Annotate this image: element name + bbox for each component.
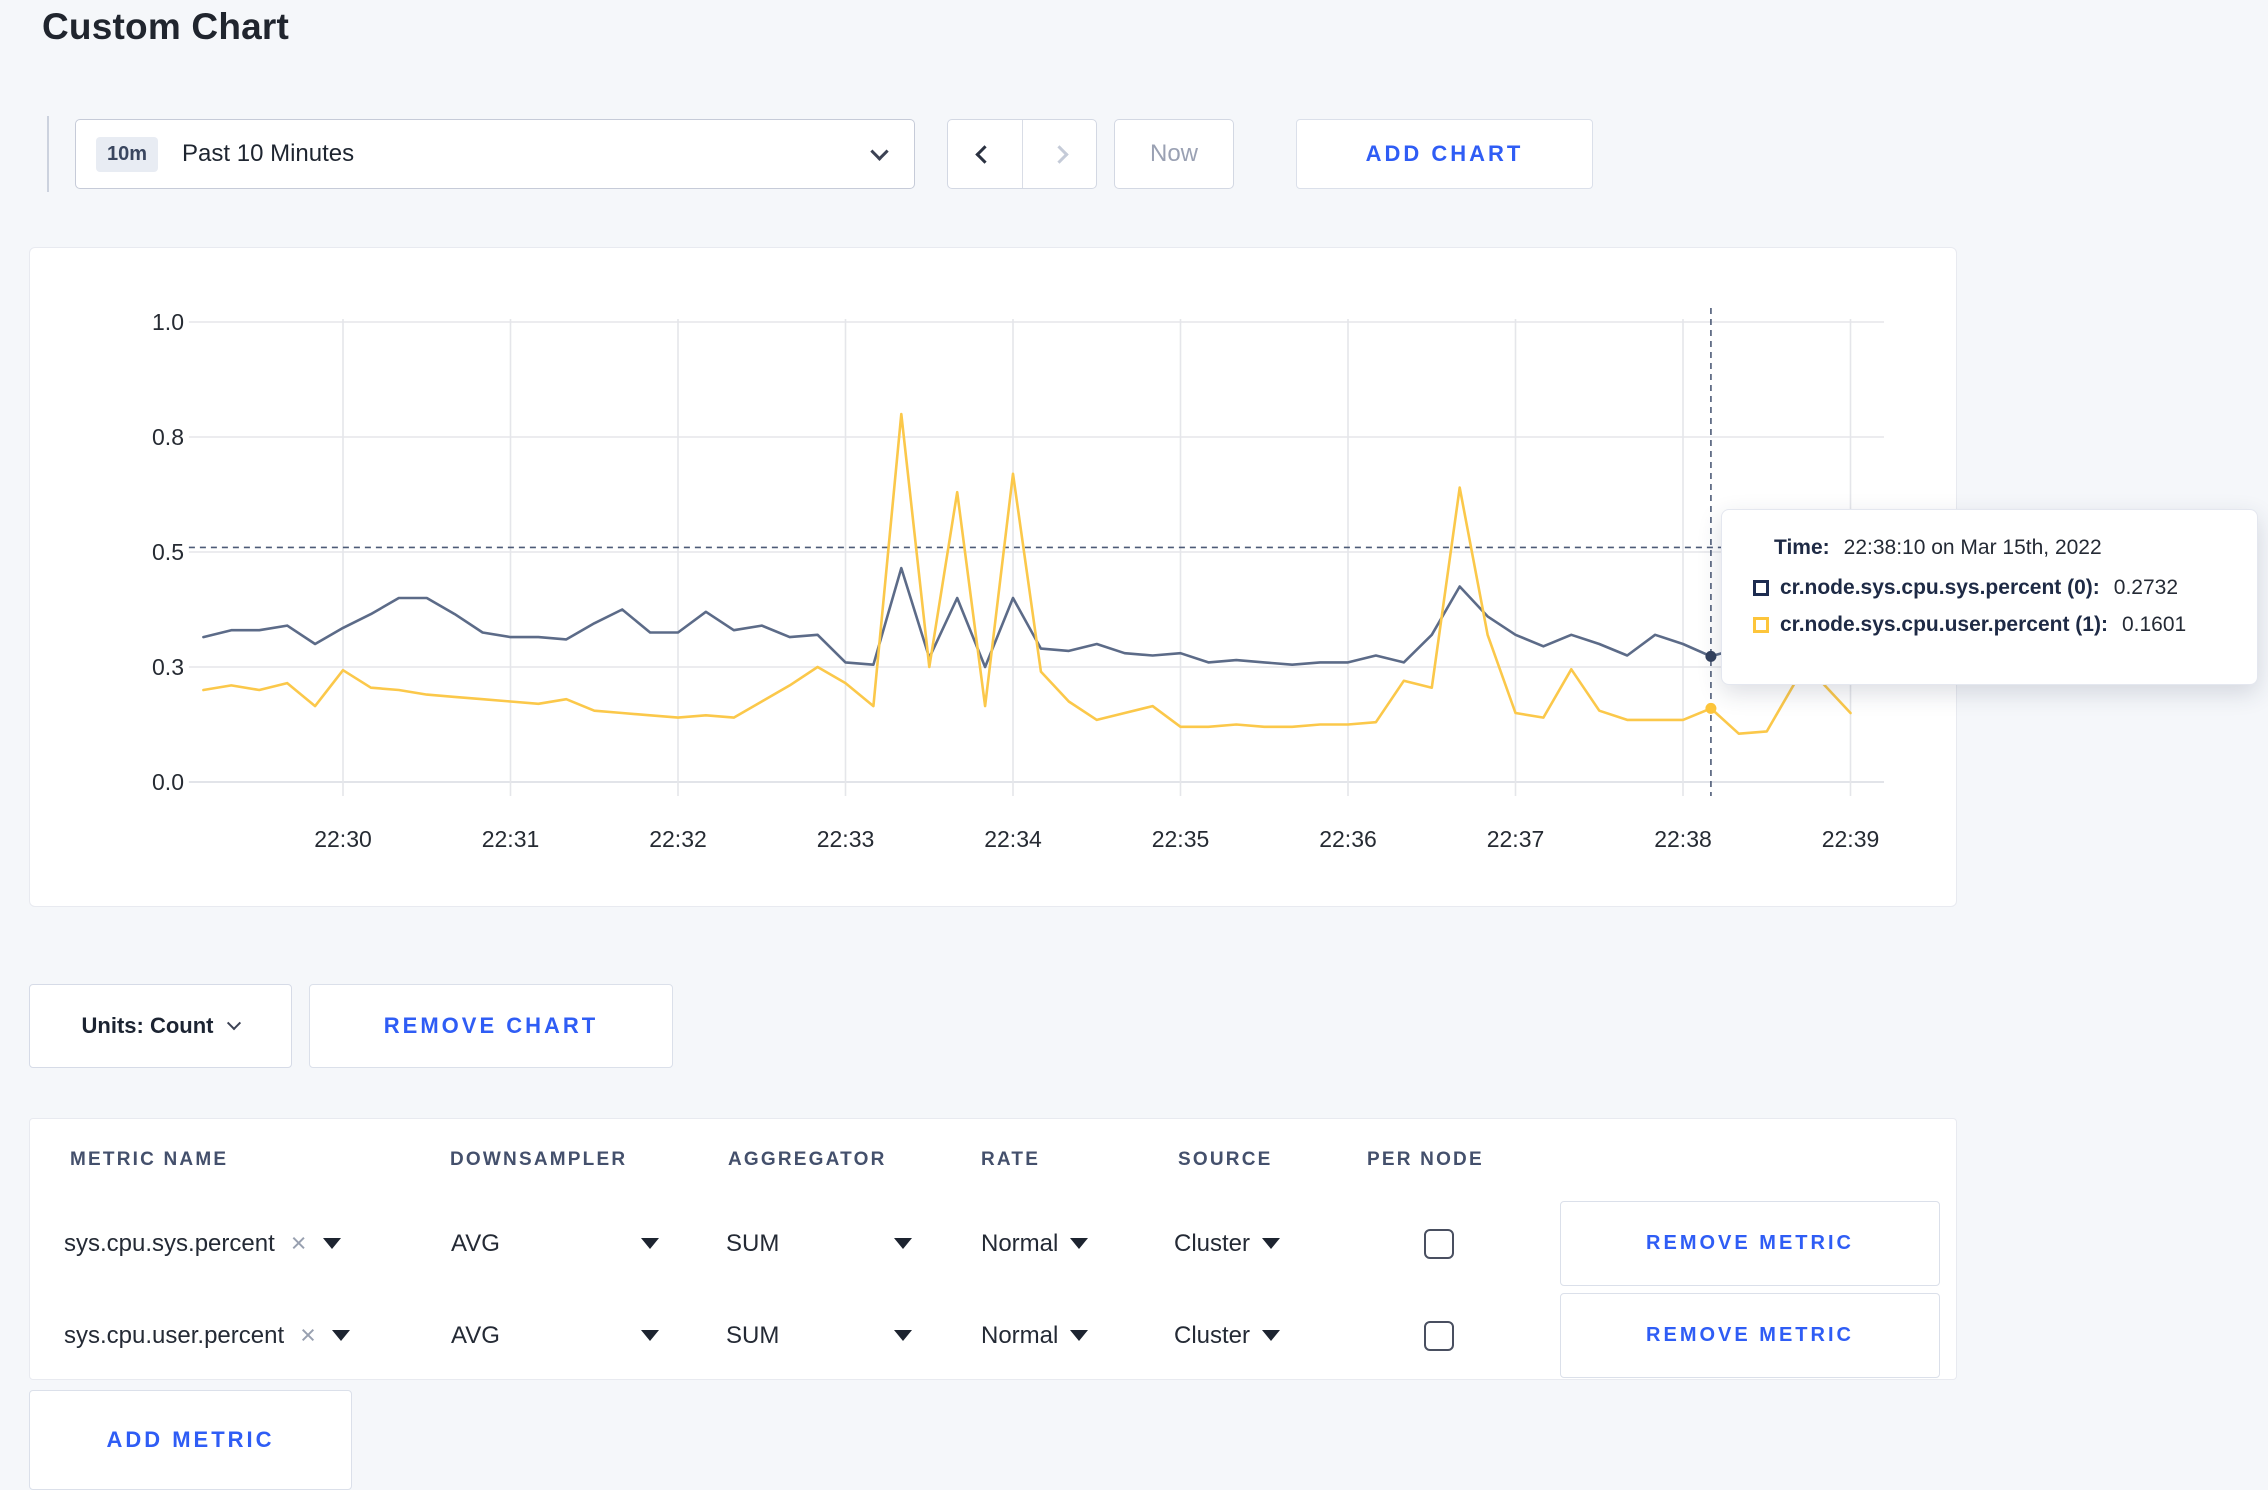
x-axis-tick-label: 22:35 [1152, 826, 1210, 852]
time-nav-group [947, 119, 1097, 189]
source-select[interactable]: Cluster [1174, 1201, 1281, 1286]
tooltip-series-value: 0.1601 [2121, 613, 2187, 636]
caret-down-icon [894, 1238, 912, 1249]
tooltip-series-value: 0.2732 [2113, 576, 2179, 599]
clear-metric-icon[interactable]: × [300, 1320, 316, 1350]
units-select[interactable]: Units: Count [29, 984, 292, 1068]
col-header-metric-name: METRIC NAME [70, 1149, 229, 1170]
per-node-cell [1424, 1201, 1454, 1286]
now-button[interactable]: Now [1114, 119, 1234, 189]
aggregator-select[interactable]: SUM [726, 1201, 912, 1286]
caret-down-icon [1070, 1238, 1089, 1249]
caret-down-icon[interactable] [322, 1238, 341, 1249]
col-header-rate: RATE [981, 1149, 1041, 1170]
crosshair-point [1705, 650, 1717, 662]
downsampler-select[interactable]: AVG [451, 1201, 659, 1286]
metric-name-select[interactable]: sys.cpu.sys.percent × [64, 1201, 341, 1286]
y-axis-tick-label: 0.0 [152, 769, 184, 795]
metric-name-value: sys.cpu.user.percent [64, 1321, 285, 1349]
x-axis-tick-label: 22:37 [1487, 826, 1545, 852]
chart-card: 0.0 0.3 0.5 0.8 1.0 22:30 22:31 22:32 22:33 22:34… [29, 247, 1957, 907]
tooltip-series-name: cr.node.sys.cpu.sys.percent (0): [1780, 576, 2100, 599]
series-line-user-percent [202, 412, 1852, 736]
toolbar-divider [47, 116, 49, 192]
tooltip-series-row: cr.node.sys.cpu.user.percent (1): 0.1601 [1753, 613, 2257, 637]
crosshair-point [1705, 702, 1717, 714]
caret-down-icon [1262, 1330, 1281, 1341]
per-node-checkbox[interactable] [1424, 1228, 1454, 1259]
tooltip-time-label: Time: [1774, 536, 1830, 559]
chevron-down-icon [870, 141, 889, 161]
table-row: sys.cpu.sys.percent × AVG SUM Normal Clu… [30, 1201, 1956, 1286]
x-axis-tick-label: 22:33 [817, 826, 875, 852]
rate-select[interactable]: Normal [981, 1293, 1089, 1378]
time-range-select[interactable]: 10m Past 10 Minutes [75, 119, 915, 189]
series-user-swatch-icon [1753, 617, 1769, 633]
chevron-right-icon [1050, 144, 1069, 164]
chevron-down-icon [227, 1016, 242, 1031]
tooltip-time-row: Time: 22:38:10 on Mar 15th, 2022 [1753, 536, 2257, 560]
prev-range-button[interactable] [948, 120, 1023, 188]
caret-down-icon[interactable] [331, 1330, 350, 1341]
col-header-downsampler: DOWNSAMPLER [450, 1149, 628, 1170]
cpu-chart-svg[interactable]: 0.0 0.3 0.5 0.8 1.0 22:30 22:31 22:32 22:33 22:34… [30, 248, 1958, 908]
table-row: sys.cpu.user.percent × AVG SUM Normal Cl… [30, 1293, 1956, 1378]
x-axis-tick-label: 22:39 [1822, 826, 1880, 852]
x-axis-tick-label: 22:31 [482, 826, 540, 852]
time-range-label: Past 10 Minutes [182, 140, 355, 167]
source-select[interactable]: Cluster [1174, 1293, 1281, 1378]
x-axis-tick-label: 22:36 [1319, 826, 1377, 852]
series-line-sys-percent [202, 566, 1852, 669]
aggregator-select[interactable]: SUM [726, 1293, 912, 1378]
x-axis-tick-label: 22:38 [1654, 826, 1712, 852]
y-axis-tick-label: 0.8 [152, 424, 184, 450]
tooltip-time-value: 22:38:10 on Mar 15th, 2022 [1843, 536, 2102, 559]
x-axis-tick-label: 22:30 [314, 826, 372, 852]
col-header-source: SOURCE [1178, 1149, 1273, 1170]
caret-down-icon [1262, 1238, 1281, 1249]
metric-name-value: sys.cpu.sys.percent [64, 1229, 275, 1257]
remove-metric-button[interactable]: REMOVE METRIC [1560, 1293, 1940, 1378]
caret-down-icon [641, 1238, 659, 1249]
page-title: Custom Chart [42, 6, 290, 47]
col-header-per-node: PER NODE [1367, 1149, 1484, 1170]
col-header-aggregator: AGGREGATOR [728, 1149, 887, 1170]
series-sys-swatch-icon [1753, 580, 1769, 596]
y-axis-tick-label: 1.0 [152, 309, 184, 335]
tooltip-series-name: cr.node.sys.cpu.user.percent (1): [1780, 613, 2108, 636]
remove-metric-button[interactable]: REMOVE METRIC [1560, 1201, 1940, 1286]
chevron-left-icon [975, 144, 994, 164]
per-node-checkbox[interactable] [1424, 1320, 1454, 1351]
tooltip-series-row: cr.node.sys.cpu.sys.percent (0): 0.2732 [1753, 576, 2257, 600]
downsampler-select[interactable]: AVG [451, 1293, 659, 1378]
y-axis-tick-label: 0.5 [152, 539, 184, 565]
chart-tooltip: Time: 22:38:10 on Mar 15th, 2022 cr.node.… [1721, 509, 2258, 685]
time-range-badge: 10m [96, 136, 159, 172]
units-select-label: Units: Count [81, 1013, 214, 1038]
add-metric-button[interactable]: ADD METRIC [29, 1390, 352, 1490]
next-range-button[interactable] [1023, 120, 1097, 188]
metrics-table: METRIC NAME DOWNSAMPLER AGGREGATOR RATE … [29, 1118, 1957, 1380]
add-chart-button[interactable]: ADD CHART [1296, 119, 1593, 189]
x-axis-tick-label: 22:34 [984, 826, 1042, 852]
remove-chart-button[interactable]: REMOVE CHART [309, 984, 673, 1068]
rate-select[interactable]: Normal [981, 1201, 1089, 1286]
caret-down-icon [641, 1330, 659, 1341]
per-node-cell [1424, 1293, 1454, 1378]
metric-name-select[interactable]: sys.cpu.user.percent × [64, 1293, 350, 1378]
y-axis-tick-label: 0.3 [152, 654, 184, 680]
clear-metric-icon[interactable]: × [290, 1228, 307, 1258]
x-axis-tick-label: 22:32 [649, 826, 707, 852]
caret-down-icon [1070, 1330, 1089, 1341]
caret-down-icon [894, 1330, 912, 1341]
